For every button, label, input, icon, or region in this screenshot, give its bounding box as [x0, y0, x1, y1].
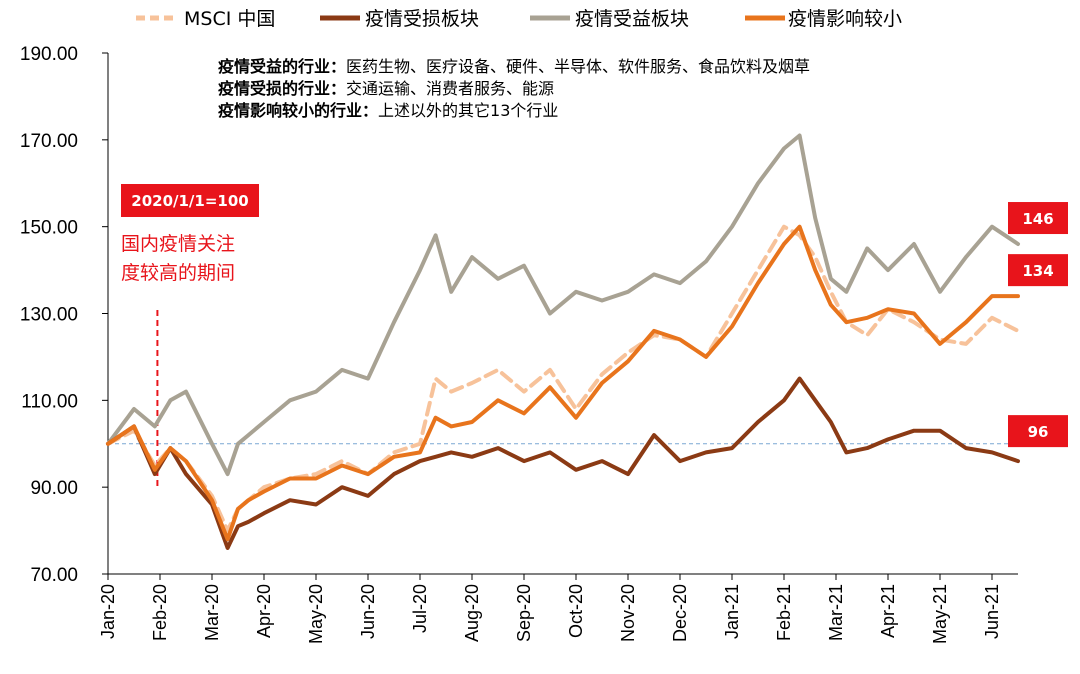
x-tick-label: Aug-20: [462, 584, 482, 642]
end-label-text: 146: [1022, 210, 1053, 228]
end-label-text: 134: [1022, 262, 1053, 280]
x-tick-label: Sep-20: [514, 584, 534, 642]
end-labels: 146 134 96: [1008, 202, 1068, 448]
y-tick-label: 130.00: [20, 305, 78, 326]
x-tick-label: Jun-20: [358, 584, 378, 639]
end-label-box: [1008, 202, 1068, 235]
series-line-2: [106, 133, 1020, 477]
x-tick-label: Dec-20: [670, 584, 690, 642]
note-impaired: 疫情受损的行业：交通运输、消费者服务、能源: [218, 79, 554, 98]
legend-item-benefit: 疫情受益板块: [530, 8, 689, 30]
x-tick-label: Jul-20: [410, 584, 430, 633]
x-axis: Jan-20 Feb-20 Mar-20 Apr-20 May-20 Jun-20 Jul-…: [98, 573, 1018, 644]
legend-label-impaired: 疫情受损板块: [365, 8, 479, 30]
x-tick-label: Mar-20: [202, 584, 222, 641]
note-less-affected: 疫情影响较小的行业：上述以外的其它13个行业: [218, 101, 558, 120]
base-date-box-bg: [121, 184, 259, 217]
end-label-box: [1008, 415, 1068, 448]
note-benefit-text: 医药生物、医疗设备、硬件、半导体、软件服务、食品饮料及烟草: [346, 57, 810, 76]
x-tick-label: Mar-21: [826, 584, 846, 641]
series-line-0: [106, 224, 1020, 533]
note-less-affected-text: 上述以外的其它13个行业: [378, 101, 558, 120]
highlight-line2: 度较高的期间: [121, 262, 235, 284]
y-axis: 70.00 90.00 110.00 130.00 150.00 170.00 190.00: [20, 44, 109, 586]
industry-notes: 疫情受益的行业：医药生物、医疗设备、硬件、半导体、软件服务、食品饮料及烟草 疫情…: [218, 57, 810, 120]
base-date-box: 2020/1/1=100: [121, 184, 259, 217]
note-less-affected-label: 疫情影响较小的行业：: [218, 101, 378, 120]
legend-label-msci: MSCI 中国: [184, 8, 275, 30]
x-tick-label: May-20: [306, 584, 326, 644]
y-tick-label: 110.00: [21, 391, 78, 412]
legend: MSCI 中国 疫情受损板块 疫情受益板块 疫情影响较小: [136, 8, 902, 30]
base-date-text: 2020/1/1=100: [131, 192, 248, 210]
x-tick-label: Oct-20: [566, 584, 586, 638]
legend-label-benefit: 疫情受益板块: [575, 8, 689, 30]
y-tick-label: 90.00: [30, 478, 78, 499]
series-line-1: [106, 376, 1020, 550]
x-tick-label: Apr-20: [254, 584, 274, 638]
y-tick-label: 70.00: [30, 565, 78, 586]
end-label-box: [1008, 254, 1068, 287]
note-impaired-label: 疫情受损的行业：: [218, 79, 346, 98]
x-tick-label: Nov-20: [618, 584, 638, 642]
y-tick-label: 150.00: [20, 218, 78, 239]
series-group: [106, 133, 1020, 550]
note-benefit: 疫情受益的行业：医药生物、医疗设备、硬件、半导体、软件服务、食品饮料及烟草: [218, 57, 810, 76]
highlight-line1: 国内疫情关注: [121, 233, 235, 255]
y-tick-label: 170.00: [20, 131, 78, 152]
end-label-text: 96: [1028, 423, 1049, 441]
highlight-callout: 国内疫情关注 度较高的期间: [121, 233, 235, 284]
x-tick-label: May-21: [930, 584, 950, 644]
legend-item-less-affected: 疫情影响较小: [745, 8, 902, 30]
y-tick-label: 190.00: [20, 44, 78, 65]
legend-label-less-affected: 疫情影响较小: [788, 8, 902, 30]
x-tick-label: Feb-21: [774, 584, 794, 641]
legend-item-msci: MSCI 中国: [136, 8, 275, 30]
note-impaired-text: 交通运输、消费者服务、能源: [346, 79, 554, 98]
legend-item-impaired: 疫情受损板块: [320, 8, 479, 30]
series-line-3: [106, 224, 1020, 542]
x-tick-label: Feb-20: [150, 584, 170, 641]
note-benefit-label: 疫情受益的行业：: [218, 57, 346, 76]
x-tick-label: Jan-21: [722, 584, 742, 639]
x-tick-label: Jan-20: [98, 584, 118, 639]
x-tick-label: Jun-21: [982, 584, 1002, 639]
x-tick-label: Apr-21: [878, 584, 898, 638]
